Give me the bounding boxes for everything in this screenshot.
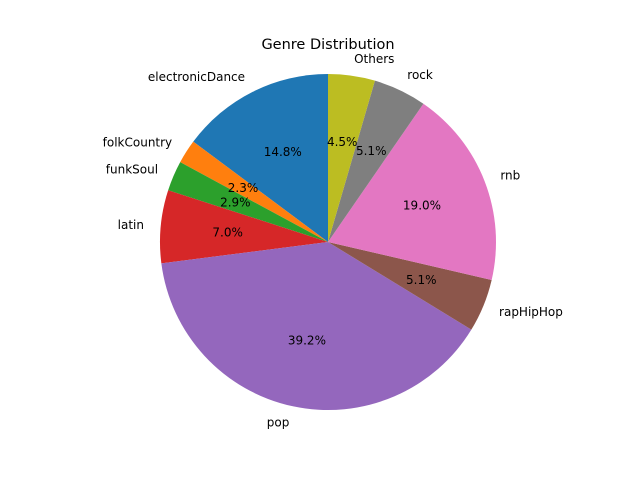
slice-label-pop: pop — [267, 416, 290, 430]
pct-label-funk-soul: 2.9% — [220, 195, 251, 209]
chart-title: Genre Distribution — [261, 37, 394, 53]
slice-label-rap-hip-hop: rapHipHop — [499, 305, 563, 319]
slice-label-others: Others — [354, 52, 394, 66]
pct-label-folk-country: 2.3% — [228, 181, 259, 195]
pct-label-electronic-dance: 14.8% — [264, 145, 302, 159]
slice-others — [328, 74, 375, 242]
slice-label-electronic-dance: electronicDance — [148, 70, 245, 84]
slice-funk-soul — [168, 162, 328, 242]
slice-electronic-dance — [193, 74, 328, 242]
slice-label-folk-country: folkCountry — [103, 136, 173, 150]
pct-label-rock: 5.1% — [356, 144, 387, 158]
slice-latin — [160, 190, 328, 264]
pct-label-rnb: 19.0% — [403, 199, 441, 213]
slice-rock — [328, 80, 424, 242]
pct-label-rap-hip-hop: 5.1% — [406, 273, 437, 287]
pct-label-others: 4.5% — [327, 135, 358, 149]
pct-label-latin: 7.0% — [212, 226, 243, 240]
pie-labels: electronicDance 14.8% folkCountry 2.3% funkS… — [103, 52, 563, 430]
pie-slices — [160, 74, 496, 411]
slice-folk-country — [180, 141, 328, 242]
slice-rap-hip-hop — [328, 242, 492, 330]
slice-label-rock: rock — [407, 68, 433, 82]
slice-label-rnb: rnb — [500, 168, 520, 182]
pct-label-pop: 39.2% — [288, 334, 326, 348]
slice-rnb — [328, 103, 496, 280]
slice-label-funk-soul: funkSoul — [106, 162, 158, 176]
slice-pop — [161, 242, 472, 411]
slice-label-latin: latin — [118, 218, 144, 232]
